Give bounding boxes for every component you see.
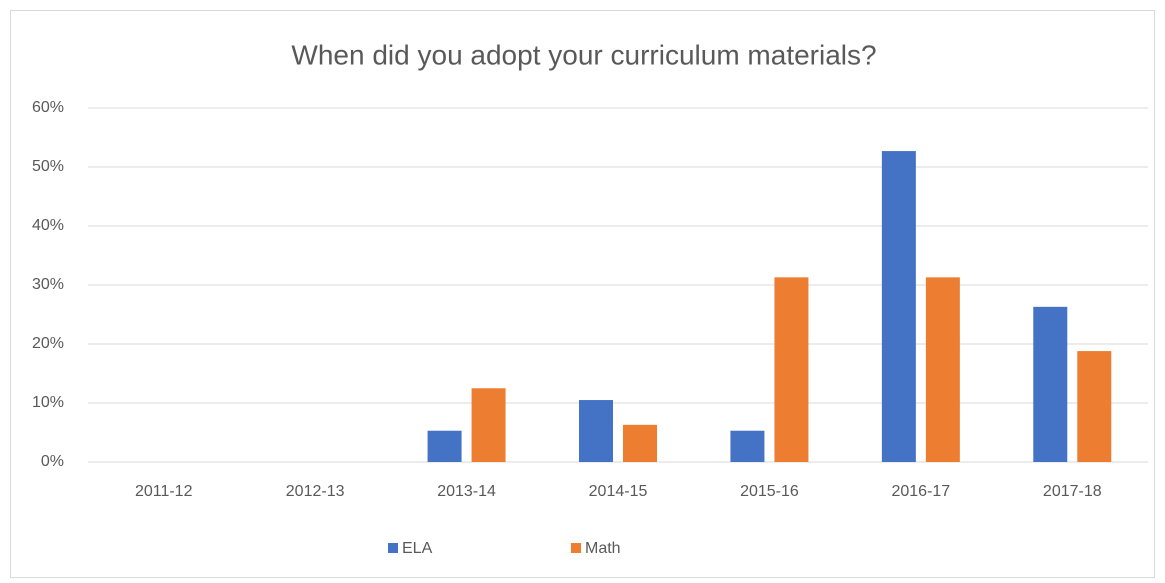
legend-swatch bbox=[388, 543, 398, 553]
y-tick-label: 60% bbox=[32, 99, 64, 116]
bar bbox=[774, 277, 809, 462]
y-tick-label: 30% bbox=[32, 276, 64, 293]
y-tick-label: 50% bbox=[32, 158, 64, 175]
bar bbox=[730, 430, 765, 462]
bar bbox=[1077, 351, 1112, 462]
x-tick-label: 2011-12 bbox=[135, 483, 193, 500]
x-tick-label: 2017-18 bbox=[1043, 483, 1102, 500]
bar bbox=[623, 424, 657, 462]
x-tick-label: 2013-14 bbox=[437, 483, 496, 500]
y-tick-label: 20% bbox=[32, 335, 64, 352]
bar bbox=[471, 388, 506, 462]
x-tick-label: 2015-16 bbox=[740, 483, 799, 500]
bar bbox=[925, 277, 960, 462]
bar bbox=[427, 430, 462, 462]
legend-swatch bbox=[571, 543, 581, 553]
x-tick-label: 2012-13 bbox=[286, 483, 345, 500]
legend-label: ELA bbox=[402, 540, 433, 557]
y-tick-label: 0% bbox=[41, 453, 64, 470]
y-tick-label: 40% bbox=[32, 217, 64, 234]
y-tick-label: 10% bbox=[32, 394, 64, 411]
chart-border bbox=[10, 10, 1155, 578]
bar bbox=[1033, 306, 1068, 462]
bar bbox=[881, 151, 916, 462]
chart-title: When did you adopt your curriculum mater… bbox=[291, 39, 876, 70]
legend-label: Math bbox=[585, 540, 621, 557]
bar bbox=[579, 400, 613, 462]
x-tick-label: 2016-17 bbox=[891, 483, 950, 500]
x-tick-label: 2014-15 bbox=[589, 483, 648, 500]
